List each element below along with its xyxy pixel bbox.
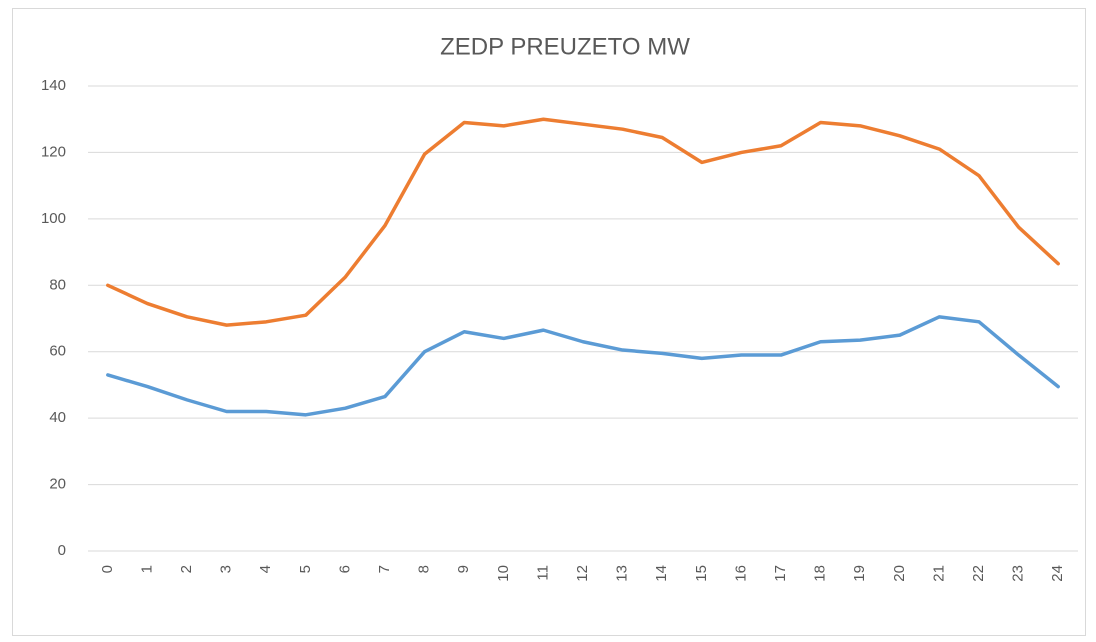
chart-title: ZEDP PREUZETO MW: [440, 33, 690, 60]
y-tick-label: 80: [49, 276, 66, 293]
x-tick-label: 2: [178, 565, 195, 573]
y-tick-label: 20: [49, 476, 66, 493]
x-tick-label: 18: [812, 565, 829, 582]
x-tick-label: 19: [851, 565, 868, 582]
x-tick-label: 0: [99, 565, 116, 573]
x-tick-label: 5: [297, 565, 314, 573]
x-tick-label: 12: [574, 565, 591, 582]
x-tick-label: 21: [930, 565, 947, 582]
y-tick-label: 40: [49, 409, 66, 426]
series-line: [106, 117, 1060, 327]
x-tick-label: 4: [257, 565, 274, 573]
chart-border: [12, 8, 1086, 636]
x-tick-label: 8: [416, 565, 433, 573]
x-tick-label: 14: [653, 565, 670, 582]
x-tick-label: 23: [1010, 565, 1027, 582]
x-tick-label: 9: [455, 565, 472, 573]
x-tick-label: 24: [1049, 565, 1066, 582]
y-tick-label: 100: [41, 210, 66, 227]
series-line: [106, 315, 1060, 417]
x-tick-label: 1: [138, 565, 155, 573]
x-tick-label: 6: [336, 565, 353, 573]
y-tick-label: 60: [49, 343, 66, 360]
x-tick-label: 13: [614, 565, 631, 582]
x-tick-label: 22: [970, 565, 987, 582]
y-tick-label: 140: [41, 77, 66, 94]
x-tick-label: 7: [376, 565, 393, 573]
x-tick-label: 16: [732, 565, 749, 582]
x-tick-label: 20: [891, 565, 908, 582]
y-tick-label: 120: [41, 143, 66, 160]
y-tick-label: 0: [58, 542, 66, 559]
x-tick-label: 17: [772, 565, 789, 582]
x-tick-label: 11: [534, 565, 551, 581]
x-tick-label: 3: [218, 565, 235, 573]
x-tick-label: 10: [495, 565, 512, 582]
x-tick-label: 15: [693, 565, 710, 582]
